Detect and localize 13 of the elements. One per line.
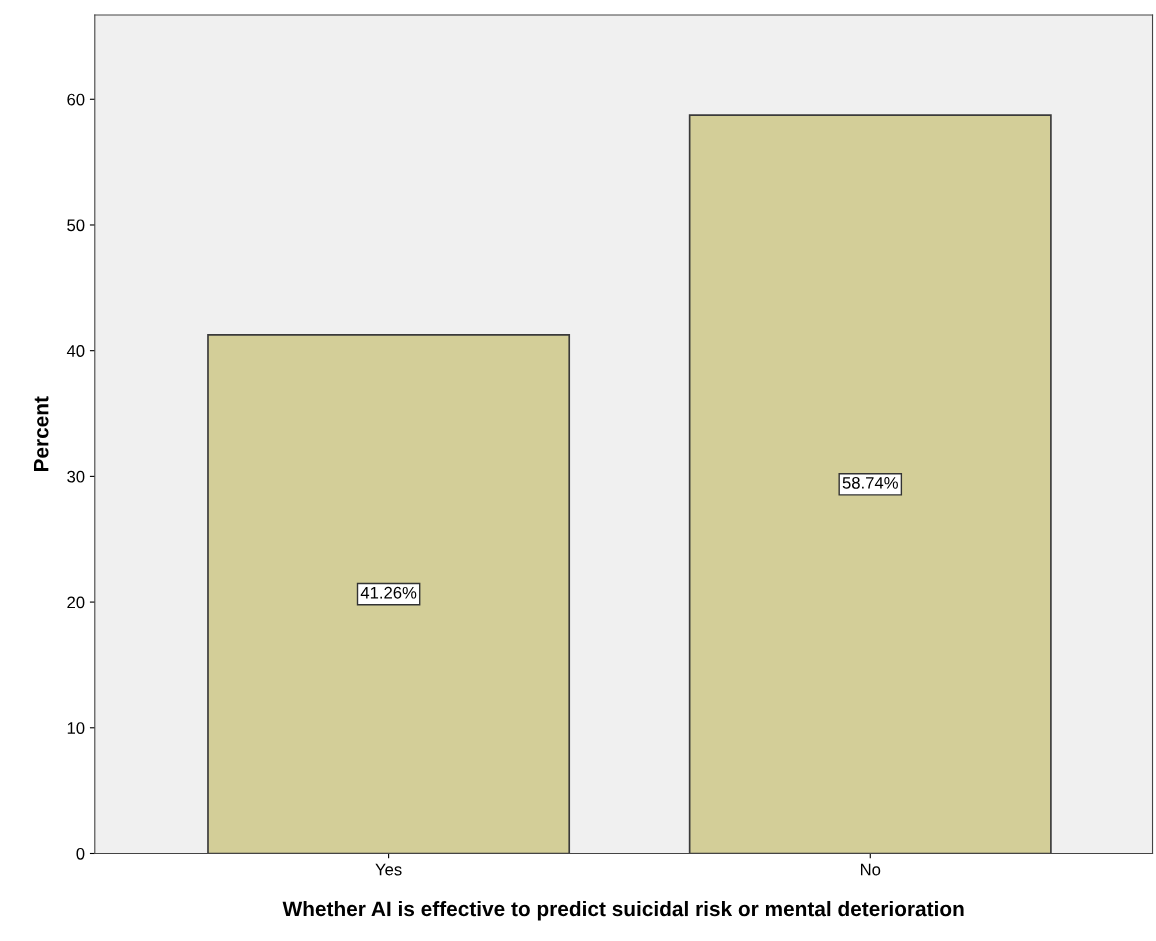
x-axis-title: Whether AI is effective to predict suicidal risk or mental deterioration [282, 900, 964, 921]
y-axis-title: Percent [33, 396, 49, 472]
y-tick-label: 0 [76, 847, 85, 860]
y-tick-label: 20 [67, 596, 85, 609]
y-tick-label: 50 [67, 219, 85, 232]
data-label: 41.26% [360, 586, 417, 599]
x-tick-label: No [860, 863, 881, 876]
y-tick-label: 30 [67, 470, 85, 483]
y-tick-label: 10 [67, 722, 85, 734]
x-tick-label: Yes [375, 863, 402, 876]
data-label: 58.74% [842, 476, 898, 489]
y-tick-label: 60 [67, 93, 85, 106]
y-tick-label: 40 [66, 345, 85, 357]
